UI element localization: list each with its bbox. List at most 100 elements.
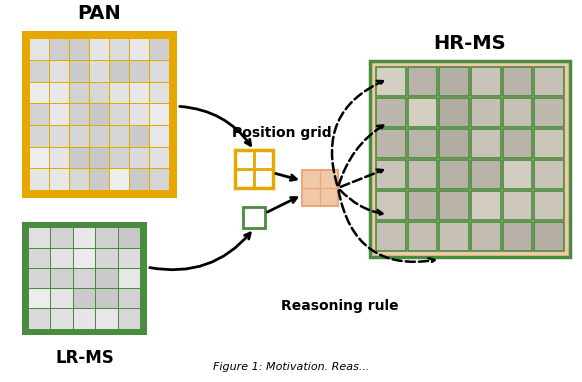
Bar <box>74 309 95 329</box>
Text: PAN: PAN <box>77 5 122 23</box>
Bar <box>50 83 69 103</box>
Bar <box>96 289 118 308</box>
Bar <box>439 129 469 158</box>
Bar <box>110 169 129 190</box>
Bar <box>243 207 265 228</box>
Bar <box>90 83 109 103</box>
Bar <box>407 160 437 189</box>
Bar <box>376 67 406 96</box>
Bar <box>471 191 501 220</box>
Bar <box>534 191 564 220</box>
Bar <box>503 160 533 189</box>
Bar <box>376 129 406 158</box>
Bar <box>119 309 140 329</box>
Bar <box>503 129 533 158</box>
Bar <box>503 191 533 220</box>
Bar <box>51 228 73 248</box>
Bar <box>51 269 73 288</box>
Bar <box>439 98 469 127</box>
Bar <box>407 222 437 251</box>
Bar <box>534 67 564 96</box>
Bar <box>30 39 49 60</box>
Bar <box>30 104 49 125</box>
Bar <box>471 222 501 251</box>
Bar <box>471 160 501 189</box>
Bar <box>29 228 51 248</box>
Bar <box>130 169 149 190</box>
Bar <box>439 160 469 189</box>
Bar <box>503 191 533 220</box>
Bar <box>471 160 501 189</box>
Bar <box>110 61 129 82</box>
Bar <box>150 83 169 103</box>
Bar <box>110 39 129 60</box>
Bar <box>51 249 73 268</box>
Bar <box>50 39 69 60</box>
Bar <box>50 61 69 82</box>
Bar <box>110 126 129 147</box>
Bar <box>130 104 149 125</box>
Bar <box>471 191 501 220</box>
Bar <box>376 222 406 251</box>
Bar <box>70 126 89 147</box>
Bar <box>90 126 109 147</box>
Bar <box>439 222 469 251</box>
Bar <box>376 129 406 158</box>
Bar <box>130 83 149 103</box>
Bar <box>119 249 140 268</box>
Bar <box>130 126 149 147</box>
Bar <box>471 98 501 127</box>
Bar <box>51 309 73 329</box>
Bar <box>534 129 564 158</box>
Bar <box>74 249 95 268</box>
Bar <box>302 170 338 206</box>
Bar <box>503 129 533 158</box>
Bar <box>110 104 129 125</box>
Bar <box>534 191 564 220</box>
Bar <box>503 222 533 251</box>
Bar <box>96 249 118 268</box>
Bar <box>534 98 564 127</box>
Text: LR-MS: LR-MS <box>55 349 114 367</box>
Bar <box>30 169 49 190</box>
Bar <box>50 147 69 168</box>
Bar <box>50 104 69 125</box>
Bar <box>439 129 469 158</box>
Bar <box>150 147 169 168</box>
Bar <box>534 129 564 158</box>
Bar <box>70 83 89 103</box>
Bar <box>439 191 469 220</box>
Bar <box>130 39 149 60</box>
Bar <box>30 147 49 168</box>
Bar <box>439 67 469 96</box>
Text: Reasoning rule: Reasoning rule <box>281 299 399 313</box>
Bar <box>30 61 49 82</box>
Bar <box>110 147 129 168</box>
Bar <box>407 98 437 127</box>
Bar <box>471 129 501 158</box>
Bar <box>439 222 469 251</box>
Bar <box>29 289 51 308</box>
Bar <box>370 61 570 257</box>
Bar <box>90 39 109 60</box>
Bar <box>503 98 533 127</box>
Bar <box>150 104 169 125</box>
Bar <box>503 67 533 96</box>
Bar <box>74 228 95 248</box>
Bar <box>70 147 89 168</box>
Bar <box>376 160 406 189</box>
Bar <box>22 31 177 198</box>
Bar <box>119 269 140 288</box>
Bar <box>90 61 109 82</box>
Text: Figure 1: Motivation. Reas...: Figure 1: Motivation. Reas... <box>213 362 369 372</box>
Bar <box>74 269 95 288</box>
Bar <box>370 61 570 257</box>
Bar <box>96 269 118 288</box>
Bar <box>534 160 564 189</box>
Bar <box>70 169 89 190</box>
Bar <box>407 222 437 251</box>
Bar <box>376 191 406 220</box>
Bar <box>90 104 109 125</box>
Bar <box>407 191 437 220</box>
Bar <box>407 67 437 96</box>
